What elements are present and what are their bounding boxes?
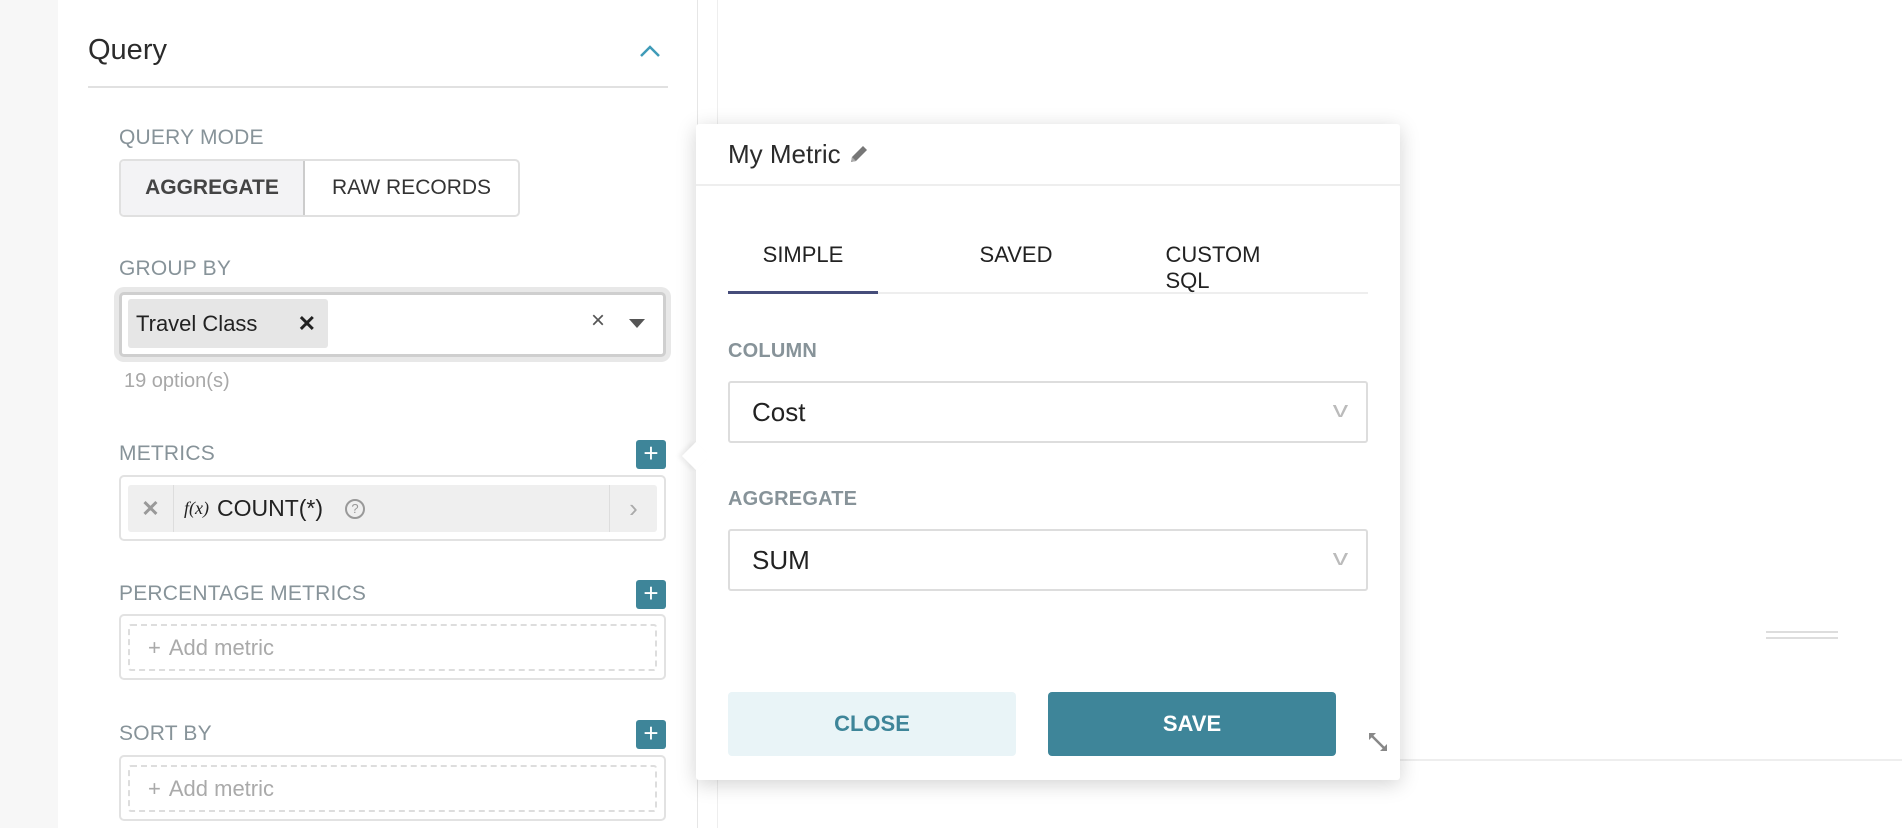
column-label: COLUMN xyxy=(728,340,817,362)
metric-tabs: SIMPLE SAVED CUSTOM SQL xyxy=(728,224,1368,294)
chevron-up-icon[interactable] xyxy=(638,40,662,64)
chevron-down-icon: v xyxy=(1332,397,1349,422)
chevron-right-icon[interactable]: › xyxy=(609,485,657,532)
aggregate-label: AGGREGATE xyxy=(728,488,858,510)
group-by-select[interactable]: Travel Class ✕ × xyxy=(119,292,666,357)
plus-icon: + xyxy=(148,634,161,660)
percentage-metrics-label: PERCENTAGE METRICS xyxy=(119,582,367,605)
query-mode-toggle: AGGREGATE RAW RECORDS xyxy=(119,159,520,217)
metrics-label: METRICS xyxy=(119,442,215,465)
group-by-chip: Travel Class ✕ xyxy=(128,299,328,348)
tab-simple[interactable]: SIMPLE xyxy=(762,242,844,267)
caret-down-icon[interactable] xyxy=(629,319,645,328)
add-percentage-metric-dropzone[interactable]: + Add metric xyxy=(128,624,657,671)
metric-title[interactable]: My Metric xyxy=(728,138,841,169)
popover-header: My Metric xyxy=(696,124,1400,186)
query-panel xyxy=(58,0,698,828)
aggregate-value: SUM xyxy=(752,544,810,575)
resize-icon[interactable] xyxy=(1366,730,1390,754)
tab-saved[interactable]: SAVED xyxy=(979,242,1053,267)
column-select[interactable]: Cost v xyxy=(728,381,1368,443)
placeholder: Add metric xyxy=(168,775,275,801)
remove-metric-icon[interactable]: ✕ xyxy=(128,485,174,532)
section-divider xyxy=(88,86,668,88)
metric-chip[interactable]: ✕ f(x) COUNT(*) ? › xyxy=(128,485,657,532)
aggregate-option[interactable]: AGGREGATE xyxy=(121,161,305,215)
chip-label: Travel Class xyxy=(136,310,258,336)
add-percentage-metric-button[interactable]: + xyxy=(636,580,666,609)
options-count: 19 option(s) xyxy=(124,370,230,392)
help-icon[interactable]: ? xyxy=(345,498,366,519)
remove-chip-icon[interactable]: ✕ xyxy=(297,310,316,336)
left-gutter xyxy=(0,0,58,828)
metrics-box: ✕ f(x) COUNT(*) ? › xyxy=(119,475,666,541)
metric-edit-popover: My Metric SIMPLE SAVED CUSTOM SQL COLUMN… xyxy=(681,124,1400,780)
percentage-metrics-box: + Add metric xyxy=(119,614,666,680)
clear-icon[interactable]: × xyxy=(591,307,606,334)
save-button[interactable]: SAVE xyxy=(1048,692,1336,756)
function-icon: f(x) xyxy=(184,498,209,518)
plus-icon: + xyxy=(148,775,161,801)
raw-records-option[interactable]: RAW RECORDS xyxy=(331,176,492,199)
sort-by-label: SORT BY xyxy=(119,722,212,745)
metric-name: COUNT(*) xyxy=(216,495,324,521)
add-sort-button[interactable]: + xyxy=(636,720,666,749)
add-metric-button[interactable]: + xyxy=(636,440,666,469)
aggregate-select[interactable]: SUM v xyxy=(728,529,1368,591)
close-button[interactable]: CLOSE xyxy=(728,692,1016,756)
column-value: Cost xyxy=(752,396,806,427)
drag-handle-icon[interactable] xyxy=(1766,631,1838,639)
pencil-icon[interactable] xyxy=(847,142,871,166)
section-title: Query xyxy=(88,34,167,66)
sort-by-box: + Add metric xyxy=(119,755,666,821)
chevron-down-icon: v xyxy=(1332,545,1349,570)
placeholder: Add metric xyxy=(168,634,275,660)
chart-divider xyxy=(1400,759,1902,761)
query-mode-label: QUERY MODE xyxy=(119,126,264,149)
tab-custom-sql[interactable]: CUSTOM SQL xyxy=(1165,242,1261,293)
group-by-label: GROUP BY xyxy=(119,257,232,280)
add-sort-dropzone[interactable]: + Add metric xyxy=(128,765,657,812)
active-tab-indicator xyxy=(728,291,878,294)
